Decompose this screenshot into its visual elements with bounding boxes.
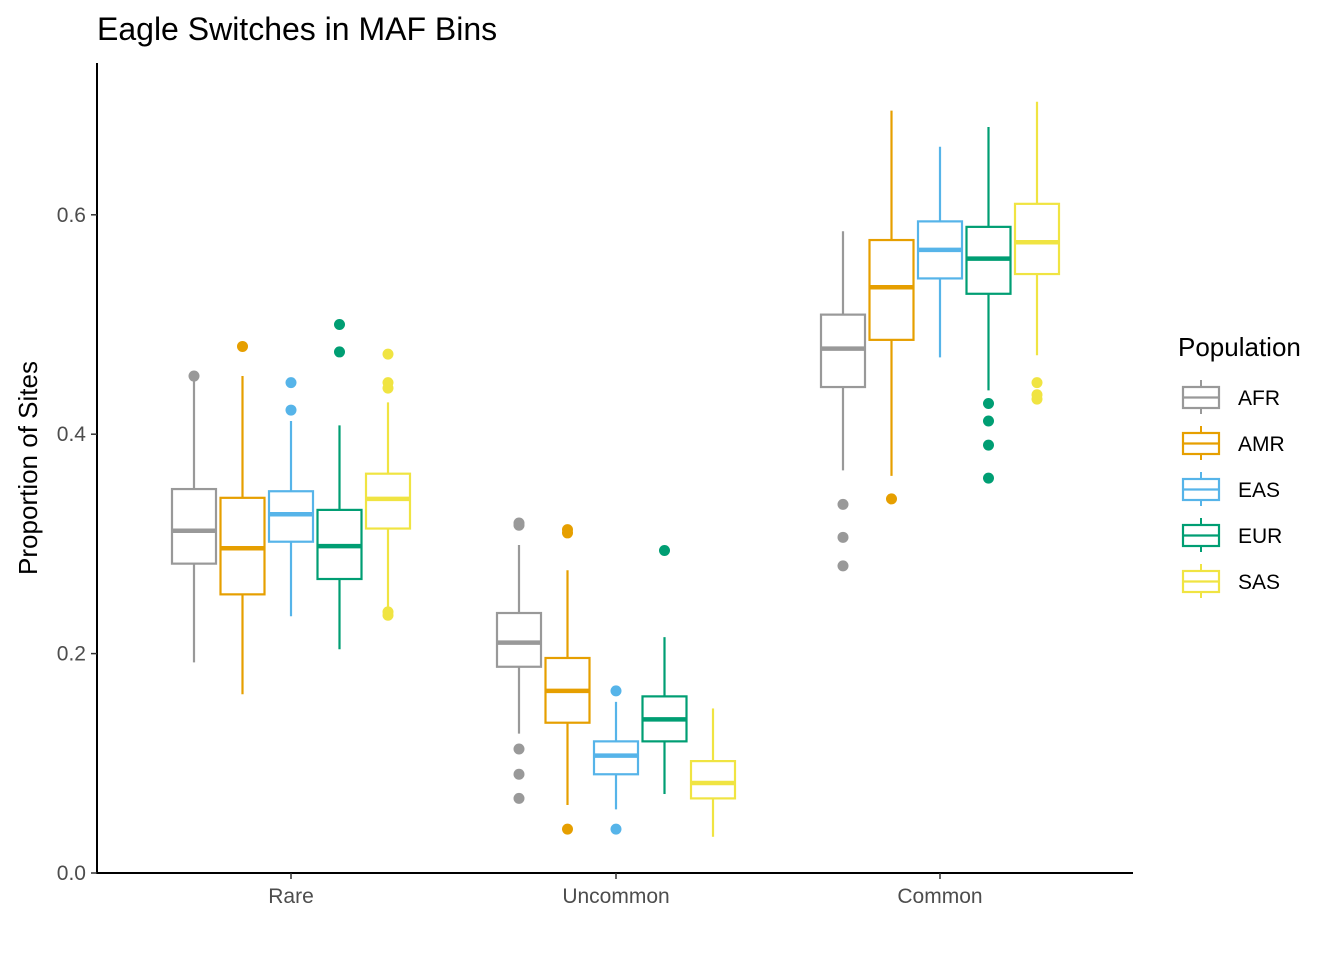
- outlier-point: [285, 404, 297, 416]
- outlier-point: [562, 823, 573, 835]
- outlier-point: [659, 544, 670, 556]
- legend-label: SAS: [1238, 571, 1280, 594]
- series-amr: [219, 110, 915, 835]
- outlier-point: [837, 560, 849, 572]
- series-afr: [170, 231, 867, 804]
- legend-item-eas: EAS: [1181, 472, 1280, 506]
- legend-title: Population: [1178, 332, 1301, 362]
- y-tick-label: 0.2: [57, 643, 86, 666]
- box: [689, 760, 737, 800]
- outlier-point: [983, 397, 994, 409]
- outlier-point: [513, 792, 525, 804]
- series-sas: [364, 101, 1061, 837]
- outlier-point: [983, 472, 994, 484]
- legend-item-amr: AMR: [1181, 426, 1285, 460]
- outlier-point: [983, 415, 994, 427]
- outlier-point: [1031, 377, 1043, 389]
- outlier-point: [513, 743, 525, 755]
- box: [868, 238, 915, 341]
- chart-title: Eagle Switches in MAF Bins: [97, 11, 497, 47]
- outlier-point: [382, 382, 394, 394]
- plot-area: [170, 101, 1061, 837]
- outlier-point: [837, 531, 849, 543]
- y-tick-label: 0.6: [57, 204, 86, 227]
- box: [495, 611, 543, 668]
- box: [1013, 202, 1061, 276]
- outlier-point: [382, 606, 394, 618]
- outlier-point: [562, 524, 573, 536]
- outlier-point: [513, 768, 525, 780]
- x-tick-label: Common: [897, 885, 982, 908]
- y-axis-label: Proportion of Sites: [13, 361, 43, 575]
- outlier-point: [513, 517, 525, 529]
- outlier-point: [610, 823, 622, 835]
- outlier-point: [886, 493, 897, 505]
- y-tick-label: 0.4: [57, 423, 87, 446]
- x-tick-label: Rare: [268, 885, 314, 908]
- axes: 0.0 0.2 0.4 0.6 Rare Uncommon Common: [57, 63, 1133, 908]
- legend-label: AFR: [1238, 387, 1280, 410]
- outlier-point: [382, 348, 394, 360]
- outlier-point: [334, 319, 345, 330]
- y-tick-label: 0.0: [57, 862, 86, 885]
- outlier-point: [285, 377, 297, 389]
- outlier-point: [237, 340, 248, 352]
- outlier-point: [334, 346, 345, 358]
- x-tick-label: Uncommon: [562, 885, 669, 908]
- legend-label: EAS: [1238, 479, 1280, 502]
- legend-item-afr: AFR: [1181, 380, 1280, 414]
- box: [170, 487, 218, 565]
- legend-label: AMR: [1238, 433, 1285, 456]
- outlier-point: [188, 370, 200, 382]
- outlier-point: [837, 498, 849, 510]
- series-eur: [316, 127, 1012, 795]
- series-eas: [267, 146, 964, 835]
- legend-item-sas: SAS: [1181, 564, 1280, 598]
- outlier-point: [983, 439, 994, 451]
- legend-label: EUR: [1238, 525, 1282, 548]
- outlier-point: [610, 685, 622, 697]
- legend-item-eur: EUR: [1181, 518, 1282, 552]
- outlier-point: [1031, 393, 1043, 405]
- legend: Population AFR AMR EAS EUR SAS: [1178, 332, 1301, 598]
